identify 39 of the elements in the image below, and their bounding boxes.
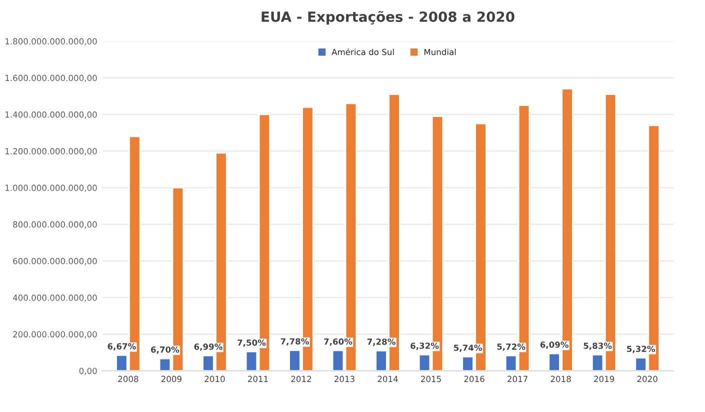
x-tick-label: 2009 (161, 376, 182, 382)
y-tick-label: 600.000.000.000,00 (13, 258, 97, 266)
y-tick-label: 0,00 (79, 368, 97, 375)
x-tick-label: 2010 (204, 376, 225, 382)
x-tick-label: 2014 (378, 376, 398, 382)
annotation: 5,72% (497, 344, 526, 351)
y-tick-label: 1.200.000.000.000,00 (6, 148, 97, 156)
annotation: 5,32% (627, 346, 656, 354)
annotation: 6,67% (108, 343, 136, 351)
chart-title: EUA - Exportações - 2008 a 2020 (262, 10, 514, 25)
x-tick-label: 2017 (508, 376, 528, 382)
annotation: 5,83% (584, 342, 612, 350)
annotation: 5,74% (454, 344, 482, 352)
annotation: 7,60% (324, 338, 352, 346)
x-tick-label: 2018 (550, 376, 571, 382)
y-tick-label: 800.000.000.000,00 (13, 221, 97, 228)
y-tick-label: 1.400.000.000.000,00 (6, 111, 97, 119)
annotation: 7,50% (238, 339, 266, 347)
x-tick-label: 2019 (594, 376, 614, 382)
x-tick-label: 2011 (248, 376, 268, 382)
legend-label: Mundial (424, 48, 456, 56)
x-tick-label: 2016 (464, 376, 484, 382)
annotation: 6,99% (194, 344, 222, 351)
y-tick-label: 200.000.000.000,00 (13, 331, 97, 338)
x-tick-label: 2020 (637, 376, 658, 382)
x-tick-label: 2013 (334, 376, 354, 382)
annotation: 7,78% (280, 338, 309, 346)
y-tick-label: 1.800.000.000.000,00 (6, 38, 97, 46)
y-tick-label: 400.000.000.000,00 (12, 294, 97, 302)
annotation: 7,28% (367, 338, 396, 346)
y-tick-label: 1.600.000.000.000,00 (6, 74, 97, 82)
x-tick-label: 2008 (118, 376, 138, 382)
annotation: 6,32% (410, 342, 439, 350)
annotation: 6,09% (540, 342, 568, 349)
y-tick-label: 1.000.000.000.000,00 (6, 184, 97, 192)
x-tick-label: 2015 (421, 376, 441, 382)
x-tick-label: 2012 (291, 376, 311, 382)
annotation: 6,70% (151, 346, 180, 354)
legend-label: América do Sul (332, 48, 394, 56)
